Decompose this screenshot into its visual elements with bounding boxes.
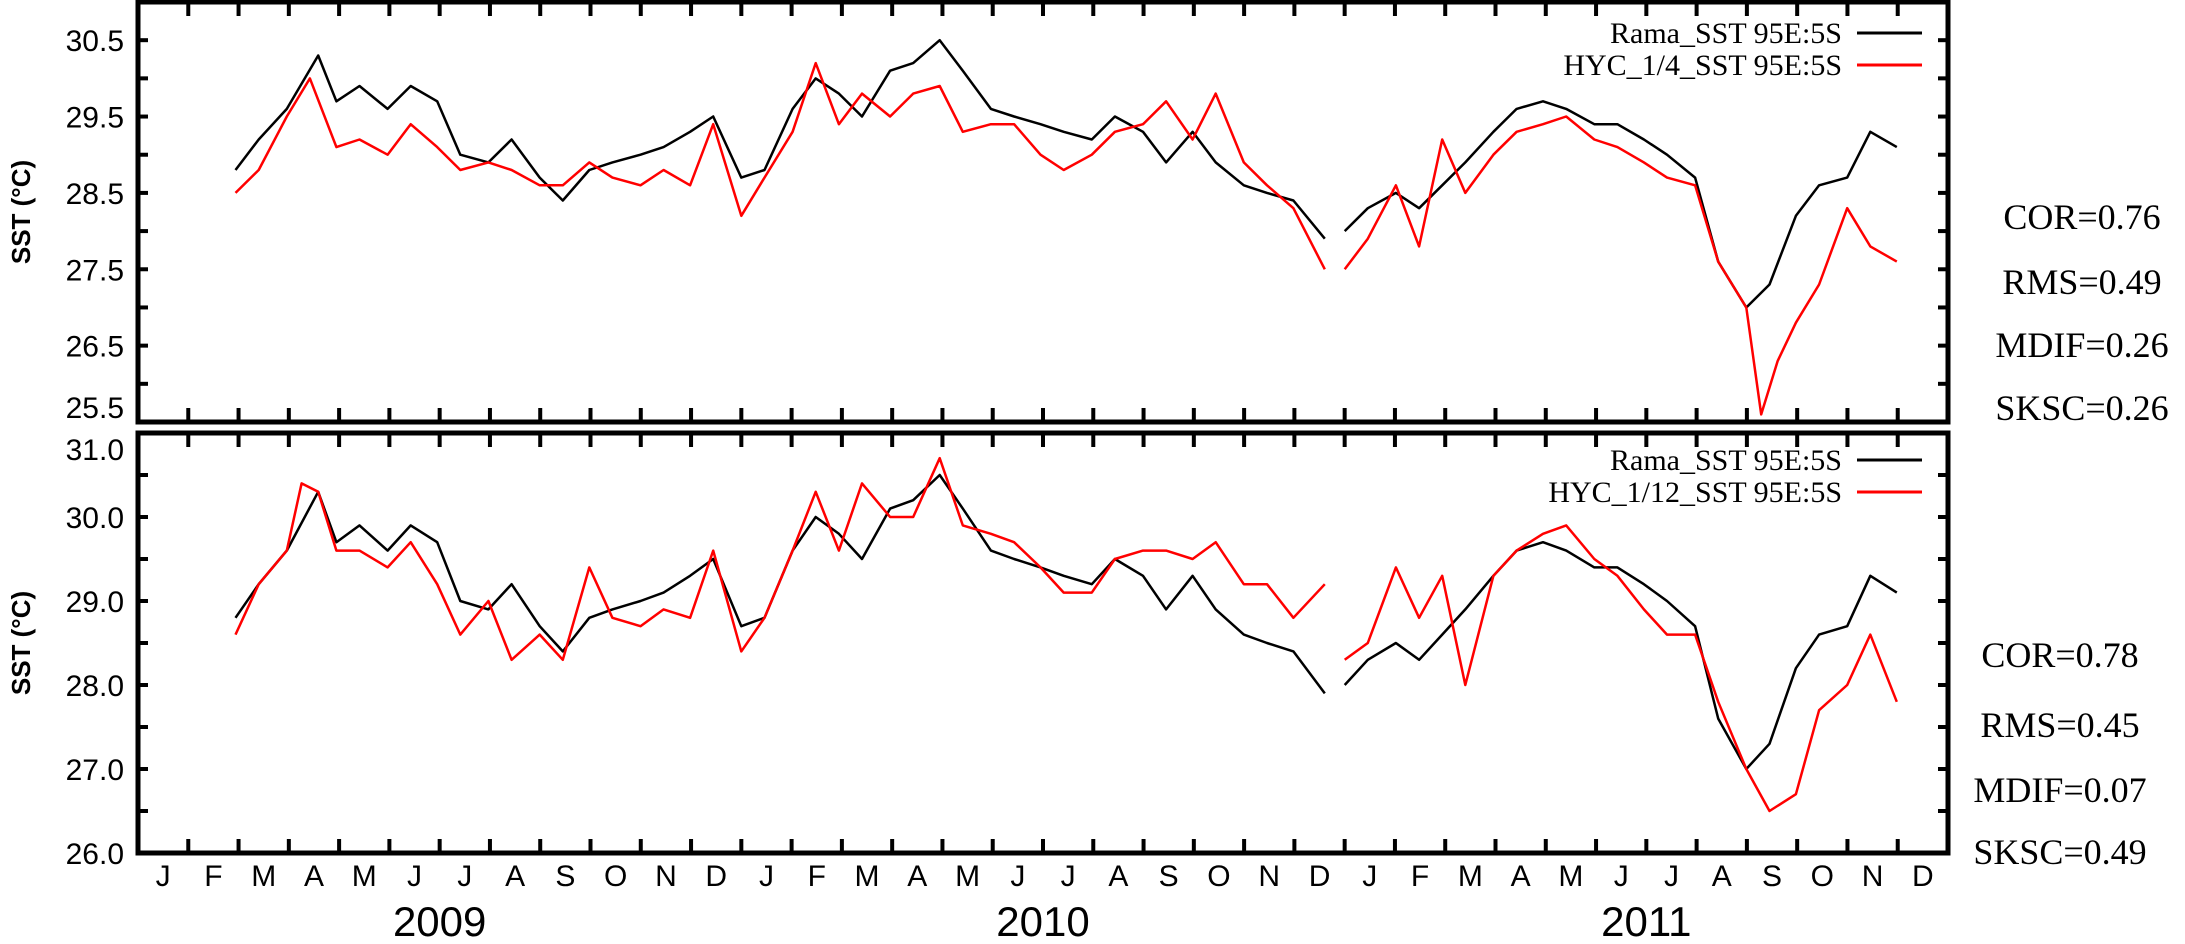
y-tick-label: 27.5 — [66, 254, 124, 287]
month-label: A — [505, 860, 525, 893]
stat-label: RMS=0.45 — [1980, 705, 2139, 745]
year-label: 2011 — [1601, 898, 1691, 944]
month-label: M — [1558, 860, 1583, 893]
month-label: J — [1664, 860, 1679, 893]
month-label: A — [1511, 860, 1531, 893]
y-tick-label: 29.5 — [66, 102, 124, 135]
year-label: 2010 — [996, 898, 1089, 944]
series-line-rama — [234, 473, 1326, 695]
month-label: J — [156, 860, 171, 893]
month-label: M — [1458, 860, 1483, 893]
month-label: S — [1159, 860, 1179, 893]
month-label: A — [304, 860, 324, 893]
stat-label: COR=0.78 — [1981, 635, 2138, 675]
y-tick-label: 28.0 — [66, 670, 124, 703]
legend-label: HYC_1/4_SST 95E:5S — [1563, 49, 1842, 82]
month-label: M — [855, 860, 880, 893]
series-line-hycom — [1343, 115, 1898, 416]
y-axis-label: SST (°C) — [6, 591, 36, 695]
month-label: M — [352, 860, 377, 893]
legend-label: HYC_1/12_SST 95E:5S — [1548, 476, 1842, 509]
series-line-hycom — [234, 456, 1326, 662]
stat-label: SKSC=0.26 — [1995, 388, 2168, 428]
month-label: N — [655, 860, 677, 893]
month-label: S — [555, 860, 575, 893]
y-tick-label: 29.0 — [66, 586, 124, 619]
month-label: O — [1811, 860, 1834, 893]
stat-label: COR=0.76 — [2003, 197, 2160, 237]
month-label: O — [1207, 860, 1230, 893]
stat-label: MDIF=0.26 — [1995, 325, 2168, 365]
y-tick-label: 27.0 — [66, 754, 124, 787]
month-label: M — [955, 860, 980, 893]
series-line-rama — [1343, 540, 1898, 771]
y-tick-label: 25.5 — [66, 392, 124, 425]
month-label: D — [1309, 860, 1331, 893]
series-line-hycom — [1343, 524, 1898, 813]
month-label: J — [1010, 860, 1025, 893]
series-line-rama — [234, 38, 1326, 240]
month-label: D — [705, 860, 727, 893]
month-label: S — [1762, 860, 1782, 893]
stat-label: RMS=0.49 — [2002, 262, 2161, 302]
month-label: J — [759, 860, 774, 893]
month-label: D — [1912, 860, 1934, 893]
year-label: 2009 — [393, 898, 486, 944]
y-tick-label: 26.5 — [66, 331, 124, 364]
month-label: A — [1108, 860, 1128, 893]
y-tick-label: 28.5 — [66, 178, 124, 211]
month-label: A — [1712, 860, 1732, 893]
month-label: F — [808, 860, 826, 893]
month-label: J — [1061, 860, 1076, 893]
month-label: J — [407, 860, 422, 893]
month-label: F — [204, 860, 222, 893]
panel-1: 25.5 26.5 27.5 28.5 29.5 30.5 SST (°C) Rama_SST… — [6, 0, 2169, 428]
month-label: F — [1411, 860, 1429, 893]
y-tick-label: 30.0 — [66, 502, 124, 535]
month-label: O — [604, 860, 627, 893]
month-label: J — [1614, 860, 1629, 893]
y-tick-label: 31.0 — [66, 434, 124, 467]
y-tick-label: 30.5 — [66, 25, 124, 58]
series-line-rama — [1343, 100, 1898, 309]
stat-label: SKSC=0.49 — [1973, 832, 2146, 872]
month-label: N — [1258, 860, 1280, 893]
stat-label: MDIF=0.07 — [1973, 770, 2146, 810]
month-label: A — [907, 860, 927, 893]
month-label: J — [457, 860, 472, 893]
y-axis-label: SST (°C) — [6, 160, 36, 264]
month-label: J — [1362, 860, 1377, 893]
legend-label: Rama_SST 95E:5S — [1610, 17, 1842, 50]
y-tick-label: 26.0 — [66, 838, 124, 871]
month-label: N — [1862, 860, 1884, 893]
panel-2: 26.0 27.0 28.0 29.0 30.0 31.0 SST (°C) Rama_SST… — [6, 430, 2147, 872]
month-label: M — [251, 860, 276, 893]
legend-label: Rama_SST 95E:5S — [1610, 444, 1842, 477]
series-line-hycom — [234, 61, 1326, 270]
